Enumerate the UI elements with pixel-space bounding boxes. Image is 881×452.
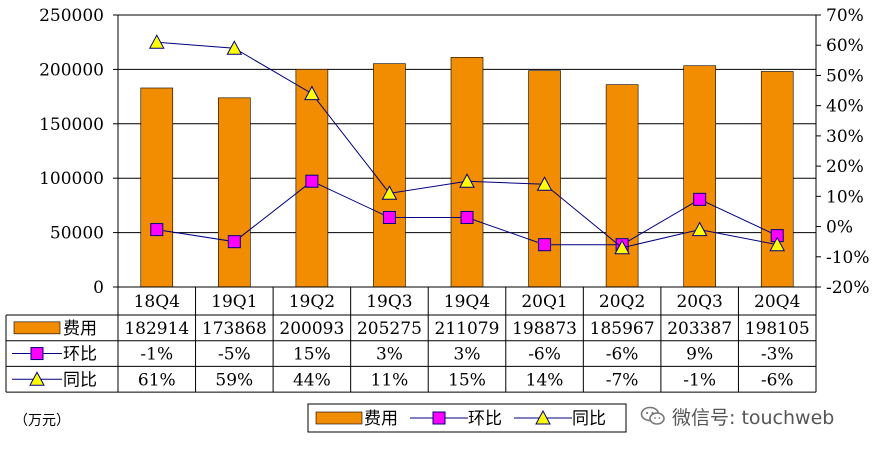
bar: [605, 84, 639, 288]
category-label: 18Q4: [134, 292, 180, 312]
table-cell: 15%: [293, 345, 331, 365]
table-cell: 198105: [745, 319, 810, 339]
qoq-point: [693, 192, 707, 206]
yoy-point: [614, 239, 630, 255]
qoq-point: [538, 238, 552, 252]
row-label: 费用: [63, 319, 97, 339]
table-cell: 3%: [454, 345, 481, 365]
table-cell: -6%: [761, 370, 794, 390]
legend-label: 环比: [468, 409, 502, 429]
category-label: 20Q2: [599, 292, 645, 312]
right-tick-label: 10%: [826, 187, 864, 207]
left-tick-label: 150000: [39, 115, 104, 135]
table-cell: 203387: [667, 319, 732, 339]
table-cell: -3%: [761, 345, 794, 365]
yoy-point: [691, 221, 708, 237]
table-cell: 211079: [435, 319, 500, 339]
table-cell: 61%: [138, 370, 176, 390]
yoy-point: [148, 34, 165, 49]
table-cell: -6%: [606, 345, 639, 365]
row-label: 环比: [63, 345, 97, 365]
yoy-point: [536, 176, 553, 191]
row-key-triangle: [29, 371, 45, 386]
table-cell: 205275: [357, 319, 422, 339]
table-cell: -1%: [683, 370, 716, 390]
category-label: 20Q1: [521, 292, 567, 312]
left-tick-label: 250000: [39, 6, 104, 26]
yoy-point: [226, 40, 243, 55]
row-key-bar: [13, 321, 61, 335]
legend-label: 费用: [364, 409, 398, 429]
right-tick-label: -10%: [826, 248, 870, 268]
table-cell: 173868: [202, 319, 267, 339]
bar: [450, 57, 484, 288]
legend-square-key: [432, 411, 446, 425]
table-cell: 185967: [590, 319, 655, 339]
bar: [683, 65, 716, 288]
row-key-square: [30, 347, 44, 361]
watermark-text: 微信号: touchweb: [672, 406, 835, 429]
left-tick-label: 50000: [50, 224, 104, 244]
right-tick-label: 40%: [826, 97, 864, 117]
category-label: 19Q1: [211, 292, 257, 312]
table-cell: 200093: [279, 319, 344, 339]
right-tick-label: -20%: [826, 278, 870, 298]
legend-label: 同比: [572, 409, 606, 429]
bar: [760, 71, 794, 288]
bar: [218, 97, 251, 288]
category-label: 20Q3: [676, 292, 722, 312]
table-cell: 9%: [686, 345, 713, 365]
category-label: 19Q2: [289, 292, 335, 312]
category-label: 20Q4: [754, 292, 800, 312]
legend-triangle-key: [535, 409, 551, 425]
right-tick-label: 0%: [826, 218, 853, 238]
category-label: 19Q3: [366, 292, 412, 312]
table-cell: -1%: [140, 345, 173, 365]
category-label: 19Q4: [444, 292, 490, 312]
qoq-point: [382, 210, 396, 224]
yoy-point: [769, 236, 786, 252]
qoq-point: [227, 235, 241, 249]
yoy-point: [459, 173, 475, 188]
qoq-point: [150, 223, 164, 237]
yoy-point: [381, 185, 398, 200]
left-tick-label: 0: [93, 278, 104, 298]
table-cell: -7%: [606, 370, 639, 390]
table-cell: 198873: [512, 319, 577, 339]
table-cell: 182914: [124, 319, 189, 339]
bar: [140, 87, 174, 288]
table-cell: 15%: [448, 370, 486, 390]
right-tick-label: 70%: [826, 6, 864, 26]
table-cell: 11%: [371, 370, 409, 390]
table-cell: 3%: [376, 345, 403, 365]
table-cell: 44%: [293, 370, 331, 390]
table-cell: -5%: [218, 345, 251, 365]
unit-label: （万元）: [14, 413, 70, 429]
table-cell: -6%: [528, 345, 561, 365]
legend-bar-key: [315, 411, 363, 425]
table-cell: 14%: [526, 370, 564, 390]
bar: [373, 63, 406, 288]
right-tick-label: 50%: [826, 66, 864, 86]
watermark: 微信号: touchweb: [640, 404, 835, 429]
qoq-point: [305, 174, 319, 188]
table-cell: 59%: [215, 370, 253, 390]
right-tick-label: 20%: [826, 157, 864, 177]
right-tick-label: 60%: [826, 36, 864, 56]
yoy-point: [304, 85, 320, 101]
left-tick-label: 200000: [39, 60, 104, 80]
right-tick-label: 30%: [826, 127, 864, 147]
left-tick-label: 100000: [39, 169, 104, 189]
wechat-icon: [640, 406, 665, 425]
qoq-point: [460, 210, 474, 224]
row-label: 同比: [63, 370, 97, 390]
